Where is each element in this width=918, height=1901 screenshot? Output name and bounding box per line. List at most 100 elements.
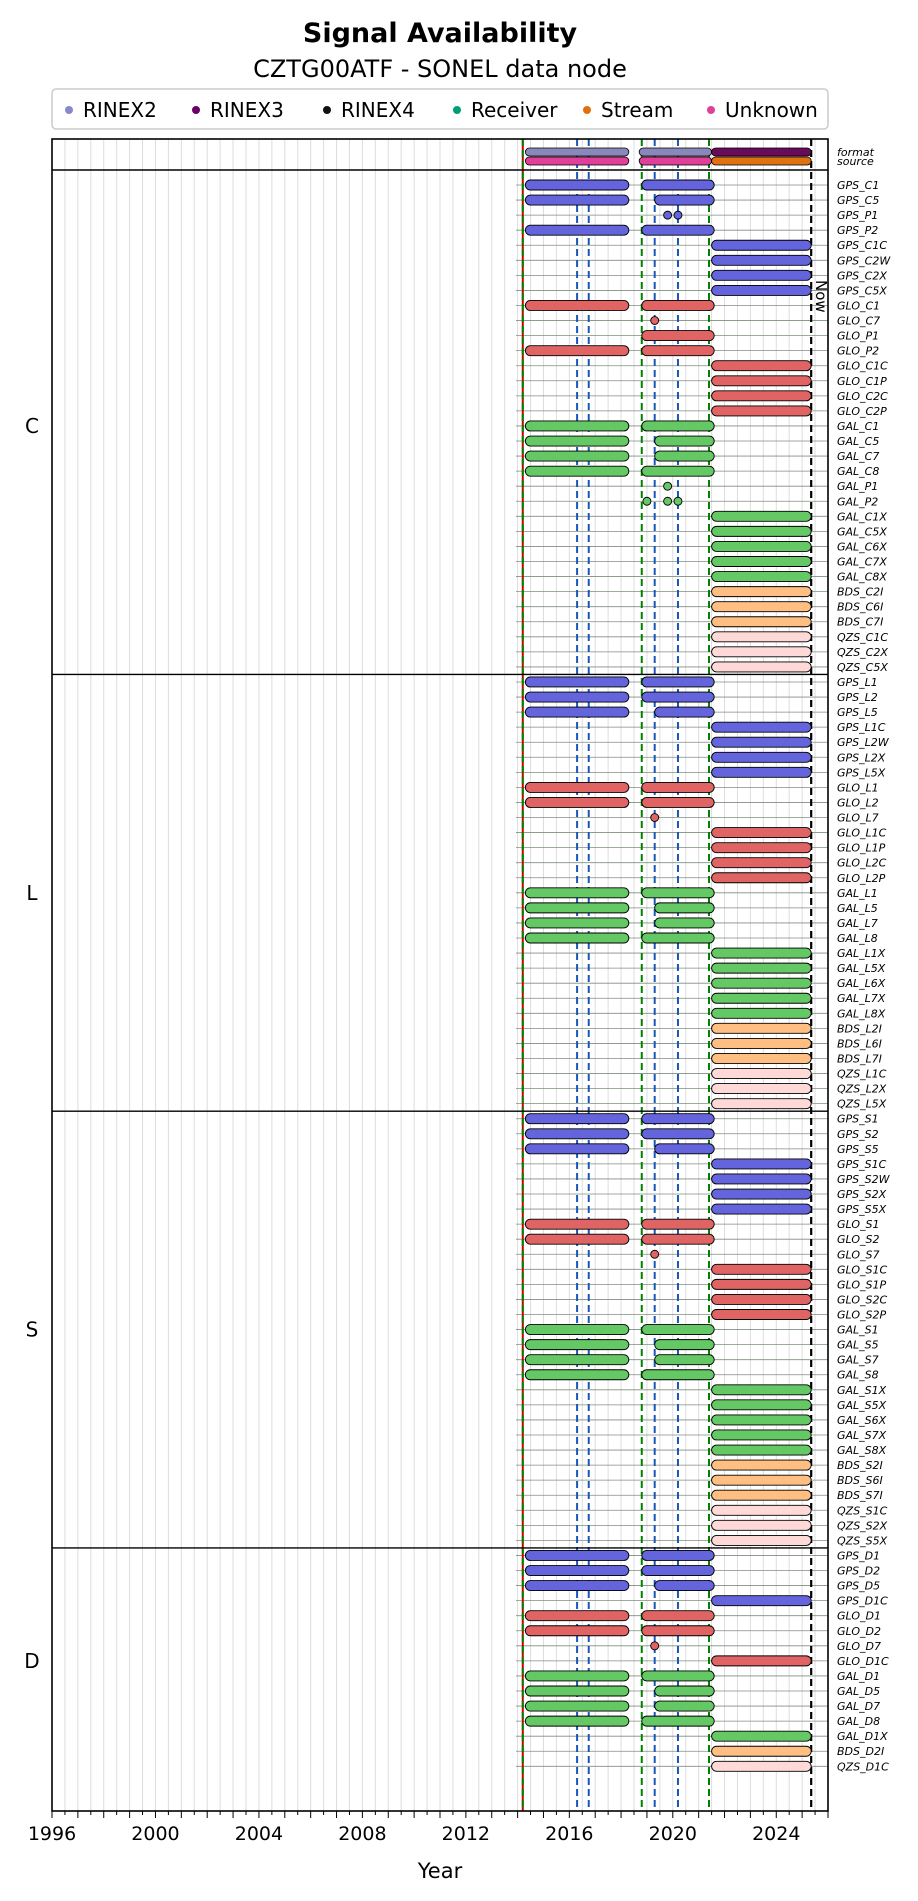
signal-bar-GLO_L1C bbox=[711, 827, 812, 839]
signal-bar-GLO_L2C bbox=[711, 857, 812, 869]
row-label-GLO_D2: GLO_D2 bbox=[837, 1625, 881, 1638]
row-label-GPS_D5: GPS_D5 bbox=[837, 1580, 880, 1593]
signal-bar-GPS_D1C bbox=[711, 1595, 812, 1607]
signal-bar-GLO_C2C bbox=[711, 390, 812, 402]
signal-bar-GPS_L1C bbox=[711, 721, 812, 733]
signal-bar-GAL_C1 bbox=[524, 420, 630, 432]
signal-bar-GPS_S1C bbox=[711, 1158, 812, 1170]
signal-bar-GPS_D2 bbox=[524, 1565, 630, 1576]
row-label-QZS_C5X: QZS_C5X bbox=[837, 661, 888, 674]
row-label-GAL_C5: GAL_C5 bbox=[837, 435, 879, 448]
signal-bar-GLO_C1C bbox=[711, 360, 812, 372]
row-label-GLO_C7: GLO_C7 bbox=[837, 315, 880, 328]
row-label-BDS_S6I: BDS_S6I bbox=[837, 1474, 883, 1487]
row-label-GAL_C8X: GAL_C8X bbox=[837, 571, 887, 584]
signal-bar-GAL_C8 bbox=[524, 465, 630, 477]
meta-label-source: source bbox=[837, 155, 874, 168]
signal-bar-GAL_C5X bbox=[711, 525, 812, 537]
row-label-GAL_P1: GAL_P1 bbox=[837, 480, 878, 493]
row-label-BDS_L2I: BDS_L2I bbox=[837, 1022, 882, 1035]
signal-bar-GAL_S8 bbox=[524, 1369, 630, 1381]
signal-bar-GLO_D1 bbox=[524, 1610, 630, 1622]
signal-bar-GAL_D1 bbox=[641, 1670, 715, 1682]
event-lines bbox=[521, 139, 813, 1811]
signal-bar-GPS_C2W bbox=[711, 254, 812, 266]
signal-bar-GLO_D1C bbox=[711, 1655, 812, 1667]
signal-bar-QZS_S5X bbox=[711, 1534, 812, 1546]
row-label-GAL_S5: GAL_S5 bbox=[837, 1339, 879, 1352]
row-label-GPS_C1: GPS_C1 bbox=[837, 179, 879, 192]
row-label-BDS_D2I: BDS_D2I bbox=[837, 1745, 884, 1758]
signal-bar-GAL_C8 bbox=[641, 465, 715, 477]
signal-bar-GPS_L2X bbox=[711, 751, 812, 763]
row-label-GPS_D1: GPS_D1 bbox=[837, 1549, 880, 1562]
row-label-GLO_C1C: GLO_C1C bbox=[837, 360, 888, 373]
row-label-GAL_L5: GAL_L5 bbox=[837, 902, 878, 915]
signal-bar-GAL_C5 bbox=[524, 435, 630, 447]
signal-bar-GPS_C1 bbox=[524, 179, 630, 191]
row-label-GPS_S2X: GPS_S2X bbox=[837, 1188, 887, 1201]
legend-label-Stream: Stream bbox=[601, 98, 673, 122]
signal-bar-GAL_L7 bbox=[524, 917, 630, 929]
row-label-BDS_L6I: BDS_L6I bbox=[837, 1037, 882, 1050]
signal-bar-GAL_S5 bbox=[654, 1339, 715, 1351]
row-label-GPS_S5X: GPS_S5X bbox=[837, 1203, 887, 1216]
row-label-GAL_D7: GAL_D7 bbox=[837, 1700, 880, 1713]
chart-title: Signal Availability bbox=[303, 18, 578, 49]
legend-marker-RINEX2 bbox=[65, 106, 73, 114]
row-label-BDS_C6I: BDS_C6I bbox=[837, 601, 883, 614]
row-label-GLO_D1: GLO_D1 bbox=[837, 1610, 881, 1623]
signal-bar-GPS_P2 bbox=[641, 224, 715, 236]
signal-bar-GPS_L2 bbox=[641, 691, 715, 703]
row-label-QZS_S5X: QZS_S5X bbox=[837, 1534, 888, 1547]
signal-bar-GAL_S1X bbox=[711, 1384, 812, 1396]
row-label-GPS_D2: GPS_D2 bbox=[837, 1565, 880, 1578]
x-tick-label: 1996 bbox=[28, 1823, 76, 1845]
row-label-GLO_S2: GLO_S2 bbox=[837, 1233, 879, 1246]
signal-bar-QZS_C2X bbox=[711, 646, 812, 658]
signal-bar-GPS_S2W bbox=[711, 1173, 812, 1185]
row-label-GAL_S5X: GAL_S5X bbox=[837, 1399, 887, 1412]
signal-bar-GLO_L1 bbox=[641, 781, 715, 793]
row-label-GLO_S7: GLO_S7 bbox=[837, 1248, 879, 1261]
row-label-QZS_D1C: QZS_D1C bbox=[837, 1760, 889, 1773]
signal-bar-GPS_L5X bbox=[711, 766, 812, 778]
row-label-GLO_C1: GLO_C1 bbox=[837, 299, 880, 312]
row-label-GLO_L2: GLO_L2 bbox=[837, 796, 879, 809]
row-label-QZS_L1C: QZS_L1C bbox=[837, 1068, 887, 1081]
row-label-GAL_D5: GAL_D5 bbox=[837, 1685, 880, 1698]
row-label-BDS_S7I: BDS_S7I bbox=[837, 1489, 883, 1502]
signal-bar-GAL_L5 bbox=[654, 902, 715, 914]
signal-bar-GAL_D8 bbox=[524, 1715, 630, 1727]
x-tick-label: 2004 bbox=[235, 1823, 283, 1845]
signal-bar-BDS_S2I bbox=[711, 1459, 812, 1471]
signal-bar-GLO_D2 bbox=[524, 1625, 630, 1637]
row-label-GAL_L7X: GAL_L7X bbox=[837, 992, 886, 1005]
signal-point-GPS_P1 bbox=[673, 210, 683, 220]
row-label-GAL_D1: GAL_D1 bbox=[837, 1670, 880, 1683]
row-label-GLO_L1: GLO_L1 bbox=[837, 781, 879, 794]
row-label-GAL_S1X: GAL_S1X bbox=[837, 1384, 887, 1397]
signal-bar-GAL_L5X bbox=[711, 962, 812, 974]
signal-bar-QZS_S1C bbox=[711, 1504, 812, 1516]
row-label-GLO_L2P: GLO_L2P bbox=[837, 872, 886, 885]
signal-bar-GPS_S1 bbox=[641, 1113, 715, 1125]
signal-marks bbox=[524, 147, 812, 1772]
signal-bar-GAL_L1 bbox=[641, 887, 715, 899]
group-label-C: C bbox=[25, 414, 39, 438]
row-label-GAL_C8: GAL_C8 bbox=[837, 465, 879, 478]
signal-bar-QZS_C5X bbox=[711, 661, 812, 673]
row-label-GLO_P1: GLO_P1 bbox=[837, 330, 879, 343]
signal-bar-GLO_S2C bbox=[711, 1293, 812, 1305]
row-label-GAL_L6X: GAL_L6X bbox=[837, 977, 886, 990]
signal-bar-GAL_C6X bbox=[711, 540, 812, 552]
row-label-GAL_C1: GAL_C1 bbox=[837, 420, 879, 433]
meta-bar-source bbox=[524, 156, 630, 166]
signal-bar-QZS_S2X bbox=[711, 1519, 812, 1531]
signal-bar-BDS_S6I bbox=[711, 1474, 812, 1486]
row-label-GPS_C1C: GPS_C1C bbox=[837, 239, 887, 252]
signal-bar-GAL_C7 bbox=[524, 450, 630, 462]
row-label-GPS_L2: GPS_L2 bbox=[837, 691, 878, 704]
legend: RINEX2 RINEX3 RINEX4 Receiver Stream Unknown bbox=[51, 88, 829, 130]
